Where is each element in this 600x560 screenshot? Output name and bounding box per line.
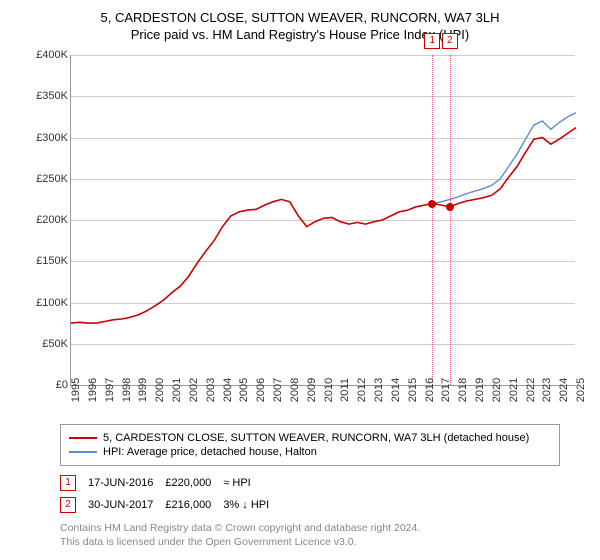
x-tick-label: 2006: [255, 378, 267, 402]
chart-subtitle: Price paid vs. HM Land Registry's House …: [10, 27, 590, 42]
marker-label: 1: [424, 33, 440, 49]
legend-row: HPI: Average price, detached house, Halt…: [69, 445, 551, 459]
marker-point: [446, 203, 454, 211]
x-tick-label: 2007: [272, 378, 284, 402]
legend-label: 5, CARDESTON CLOSE, SUTTON WEAVER, RUNCO…: [103, 432, 529, 444]
legend-label: HPI: Average price, detached house, Halt…: [103, 446, 317, 458]
x-tick-label: 2008: [289, 378, 301, 402]
marker-ref: 1: [60, 475, 76, 491]
footnote: Contains HM Land Registry data © Crown c…: [60, 522, 560, 549]
marker-vline: [432, 55, 433, 385]
x-tick-label: 1999: [137, 378, 149, 402]
legend-row: 5, CARDESTON CLOSE, SUTTON WEAVER, RUNCO…: [69, 431, 551, 445]
legend-swatch: [69, 451, 97, 453]
x-tick-label: 2003: [205, 378, 217, 402]
y-tick-label: £200K: [20, 214, 68, 226]
txn-price: £220,000: [165, 472, 223, 494]
txn-date: 30-JUN-2017: [88, 494, 165, 516]
y-tick-label: £50K: [20, 338, 68, 350]
transactions-table: 1 17-JUN-2016£220,000≈ HPI 2 30-JUN-2017£21…: [60, 472, 281, 516]
y-tick-label: £0: [20, 379, 68, 391]
y-tick-label: £250K: [20, 173, 68, 185]
chart-title: 5, CARDESTON CLOSE, SUTTON WEAVER, RUNCO…: [10, 10, 590, 25]
x-tick-label: 2001: [171, 378, 183, 402]
table-row: 2 30-JUN-2017£216,0003% ↓ HPI: [60, 494, 281, 516]
legend-swatch: [69, 437, 97, 439]
x-tick-label: 1998: [121, 378, 133, 402]
x-tick-label: 2012: [356, 378, 368, 402]
marker-ref: 2: [60, 497, 76, 513]
x-tick-label: 2016: [424, 378, 436, 402]
x-tick-label: 2023: [541, 378, 553, 402]
y-tick-label: £350K: [20, 90, 68, 102]
marker-point: [428, 200, 436, 208]
x-tick-label: 2014: [390, 378, 402, 402]
x-tick-label: 2010: [323, 378, 335, 402]
y-tick-label: £300K: [20, 132, 68, 144]
x-tick-label: 2002: [188, 378, 200, 402]
footnote-line-1: Contains HM Land Registry data © Crown c…: [60, 522, 560, 536]
y-tick-label: £150K: [20, 255, 68, 267]
series-subject: [71, 128, 576, 324]
x-tick-label: 2021: [508, 378, 520, 402]
x-tick-label: 1996: [87, 378, 99, 402]
x-tick-label: 2024: [558, 378, 570, 402]
y-tick-label: £400K: [20, 49, 68, 61]
x-tick-label: 2000: [154, 378, 166, 402]
footnote-line-2: This data is licensed under the Open Gov…: [60, 536, 560, 550]
plot-region: 12: [70, 55, 576, 386]
marker-vline: [450, 55, 451, 385]
x-tick-label: 2005: [238, 378, 250, 402]
x-tick-label: 2019: [474, 378, 486, 402]
txn-price: £216,000: [165, 494, 223, 516]
x-tick-label: 2009: [306, 378, 318, 402]
legend: 5, CARDESTON CLOSE, SUTTON WEAVER, RUNCO…: [60, 424, 560, 466]
x-tick-label: 2018: [457, 378, 469, 402]
x-tick-label: 2022: [525, 378, 537, 402]
x-tick-label: 2017: [440, 378, 452, 402]
x-tick-label: 1997: [104, 378, 116, 402]
txn-delta: ≈ HPI: [223, 472, 281, 494]
series-hpi: [432, 113, 576, 204]
txn-delta: 3% ↓ HPI: [223, 494, 281, 516]
x-tick-label: 2011: [339, 378, 351, 402]
table-row: 1 17-JUN-2016£220,000≈ HPI: [60, 472, 281, 494]
txn-date: 17-JUN-2016: [88, 472, 165, 494]
x-tick-label: 2015: [407, 378, 419, 402]
x-tick-label: 1995: [70, 378, 82, 402]
marker-label: 2: [442, 33, 458, 49]
chart-area: £0 £50K £100K £150K £200K £250K £300K £350K £400…: [20, 50, 580, 420]
x-tick-label: 2013: [373, 378, 385, 402]
x-tick-label: 2004: [222, 378, 234, 402]
y-tick-label: £100K: [20, 297, 68, 309]
x-tick-label: 2020: [491, 378, 503, 402]
x-tick-label: 2025: [575, 378, 587, 402]
